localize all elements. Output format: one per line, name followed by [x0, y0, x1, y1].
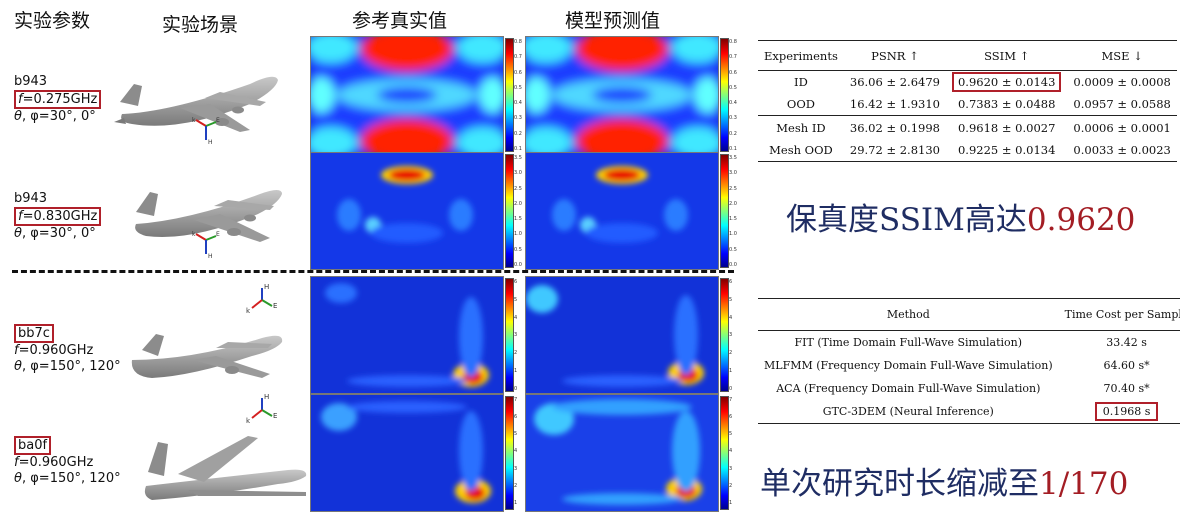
angle-params: θ, φ=30°, 0° [14, 226, 96, 241]
colorbar [720, 38, 729, 152]
frequency: f=0.960GHz [14, 455, 94, 470]
table-header: Time Cost per Sample [1064, 308, 1180, 321]
airplane-model-b943-2 [135, 190, 282, 242]
table-header: Method [886, 308, 930, 321]
svg-text:E: E [273, 302, 277, 310]
table-row: ID 36.06 ± 2.6479 0.9620 ± 0.0143 0.0009 … [758, 71, 1177, 94]
ground-truth-header: 参考真实值 [352, 10, 448, 32]
table-row: MLFMM (Frequency Domain Full-Wave Simula… [764, 358, 1150, 372]
axes-icon: k E H [192, 117, 220, 146]
heatmap-pred-2 [525, 152, 719, 270]
axes-icon: k E H [192, 231, 220, 260]
angle-params: θ, φ=150°, 120° [14, 471, 121, 486]
heatmap-pred-4 [525, 394, 719, 512]
ssim-caption: 保真度SSIM高达0.9620 [786, 202, 1136, 238]
time-cost-table: Method Time Cost per Sample FIT (Time Do… [758, 298, 1180, 424]
heatmap-gt-2 [310, 152, 504, 270]
colorbar [720, 154, 729, 268]
table-row: FIT (Time Domain Full-Wave Simulation) 33… [794, 335, 1147, 349]
sample-1-params: b943 f=0.275GHz θ, φ=30°, 0° [14, 74, 102, 125]
scene-header: 实验场景 [162, 14, 239, 36]
prediction-header: 模型预测值 [565, 10, 661, 32]
svg-text:H: H [208, 139, 213, 146]
svg-text:k: k [192, 231, 196, 238]
ssim-highlight: 0.9620 ± 0.0143 [951, 72, 1062, 93]
colorbar [505, 278, 514, 392]
colorbar-ticks: 3.5 3.0 2.5 2.0 1.5 1.0 0.5 0.0 [729, 155, 737, 268]
colorbar-ticks: 0.8 0.7 0.6 0.5 0.4 0.3 0.2 0.1 [729, 39, 737, 152]
colorbar-ticks: 3.5 3.0 2.5 2.0 1.5 1.0 0.5 0.0 [514, 155, 522, 268]
params-header: 实验参数 [14, 10, 91, 32]
frequency-highlight: f=0.275GHz [14, 90, 102, 109]
svg-text:E: E [216, 117, 220, 124]
model-id: b943 [14, 191, 48, 206]
svg-text:H: H [208, 253, 213, 260]
model-id: b943 [14, 74, 48, 89]
sample-2-params: b943 f=0.830GHz θ, φ=30°, 0° [14, 191, 102, 242]
table-row: OOD 16.42 ± 1.9310 0.7383 ± 0.0488 0.0957 ±… [758, 94, 1177, 116]
section-divider [12, 270, 734, 273]
colorbar [505, 38, 514, 152]
time-highlight: 0.1968 s [1094, 401, 1159, 421]
colorbar [720, 396, 729, 510]
airplane-model-b943 [114, 76, 278, 132]
heatmap-pred-1 [525, 36, 719, 154]
axes-icon: H E k [246, 393, 277, 425]
time-caption: 单次研究时长缩减至1/170 [760, 466, 1129, 502]
model-id-highlight: ba0f [14, 436, 52, 455]
heatmap-pred-3 [525, 276, 719, 394]
airplane-model-bb7c [131, 334, 283, 378]
model-id-highlight: bb7c [14, 324, 54, 343]
sample-4-params: ba0f f=0.960GHz θ, φ=150°, 120° [14, 436, 121, 487]
colorbar [505, 154, 514, 268]
colorbar-ticks: 0.8 0.7 0.6 0.5 0.4 0.3 0.2 0.1 [514, 39, 522, 152]
speedup-highlight: 1/170 [1039, 466, 1129, 502]
table-header: Experiments [764, 48, 838, 63]
angle-params: θ, φ=30°, 0° [14, 109, 96, 124]
svg-text:E: E [273, 412, 277, 420]
table-header: MSE ↓ [1101, 48, 1143, 63]
angle-params: θ, φ=150°, 120° [14, 359, 121, 374]
metrics-table: Experiments PSNR ↑ SSIM ↑ MSE ↓ ID 36.06 … [758, 40, 1177, 162]
svg-text:k: k [246, 307, 251, 315]
frequency-highlight: f=0.830GHz [14, 207, 102, 226]
heatmap-gt-1 [310, 36, 504, 154]
svg-text:H: H [264, 393, 269, 401]
table-row: ACA (Frequency Domain Full-Wave Simulati… [776, 381, 1150, 395]
svg-text:k: k [192, 117, 196, 124]
svg-text:H: H [264, 283, 269, 291]
table-row: Mesh ID 36.02 ± 0.1998 0.9618 ± 0.0027 0.00… [776, 120, 1171, 135]
heatmap-gt-4 [310, 394, 504, 512]
airplane-model-ba0f [144, 436, 307, 500]
colorbar [720, 278, 729, 392]
svg-text:E: E [216, 231, 220, 238]
table-header: PSNR ↑ [871, 48, 919, 63]
frequency: f=0.960GHz [14, 343, 94, 358]
ssim-value-highlight: 0.9620 [1026, 202, 1136, 238]
heatmap-gt-3 [310, 276, 504, 394]
table-row: Mesh OOD 29.72 ± 2.8130 0.9225 ± 0.0134 0.0… [758, 140, 1177, 162]
sample-3-params: bb7c f=0.960GHz θ, φ=150°, 120° [14, 324, 121, 375]
svg-text:k: k [246, 417, 251, 425]
table-header: SSIM ↑ [984, 48, 1030, 63]
colorbar [505, 396, 514, 510]
axes-icon: H E k [246, 283, 277, 315]
table-row: GTC-3DEM (Neural Inference) 0.1968 s [758, 400, 1180, 424]
